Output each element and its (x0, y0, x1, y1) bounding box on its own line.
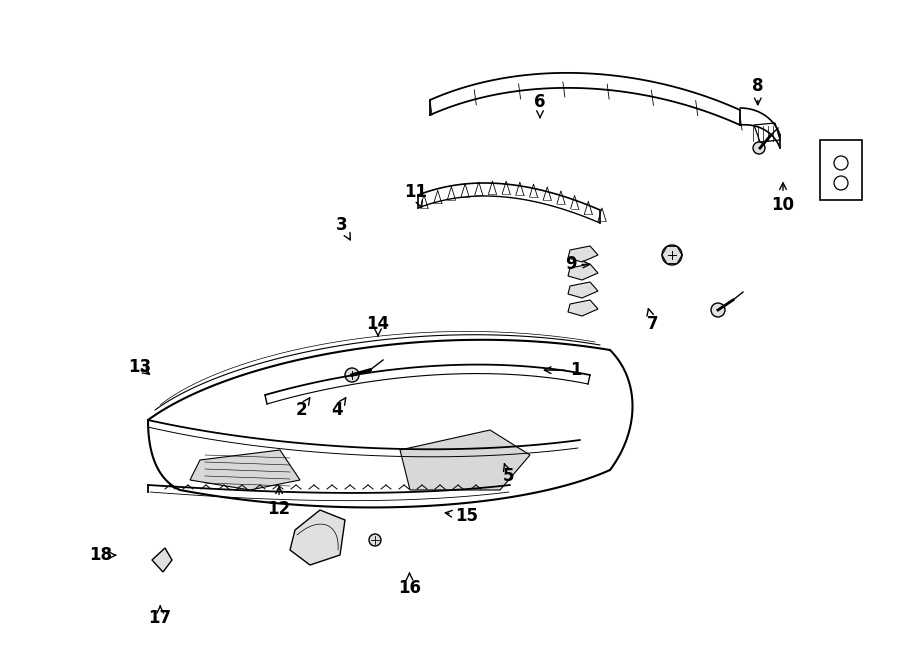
Polygon shape (568, 282, 598, 298)
Text: 13: 13 (128, 358, 151, 376)
Text: 11: 11 (404, 182, 428, 208)
Polygon shape (568, 246, 598, 262)
Circle shape (345, 368, 359, 382)
Circle shape (711, 303, 725, 317)
Text: 2: 2 (296, 398, 310, 419)
Polygon shape (754, 123, 780, 142)
Text: 9: 9 (565, 255, 590, 274)
Text: 12: 12 (267, 487, 291, 518)
Polygon shape (152, 548, 172, 572)
Circle shape (662, 245, 682, 265)
Circle shape (834, 156, 848, 170)
Text: 8: 8 (752, 77, 763, 104)
FancyBboxPatch shape (820, 140, 862, 200)
Text: 14: 14 (366, 315, 390, 336)
Text: 17: 17 (148, 606, 172, 627)
Text: 16: 16 (398, 573, 421, 598)
Text: 3: 3 (337, 215, 350, 240)
Circle shape (753, 142, 765, 154)
Circle shape (369, 534, 381, 546)
Polygon shape (190, 450, 300, 490)
Polygon shape (400, 430, 530, 490)
Polygon shape (290, 510, 345, 565)
Text: 18: 18 (89, 546, 116, 564)
Polygon shape (568, 300, 598, 316)
Text: 6: 6 (535, 93, 545, 118)
Text: 4: 4 (332, 398, 346, 419)
Polygon shape (568, 264, 598, 280)
Text: 15: 15 (446, 506, 478, 525)
Text: 10: 10 (771, 183, 795, 214)
Text: 5: 5 (503, 464, 514, 485)
Text: 1: 1 (544, 361, 581, 379)
Text: 7: 7 (647, 309, 658, 333)
Circle shape (834, 176, 848, 190)
